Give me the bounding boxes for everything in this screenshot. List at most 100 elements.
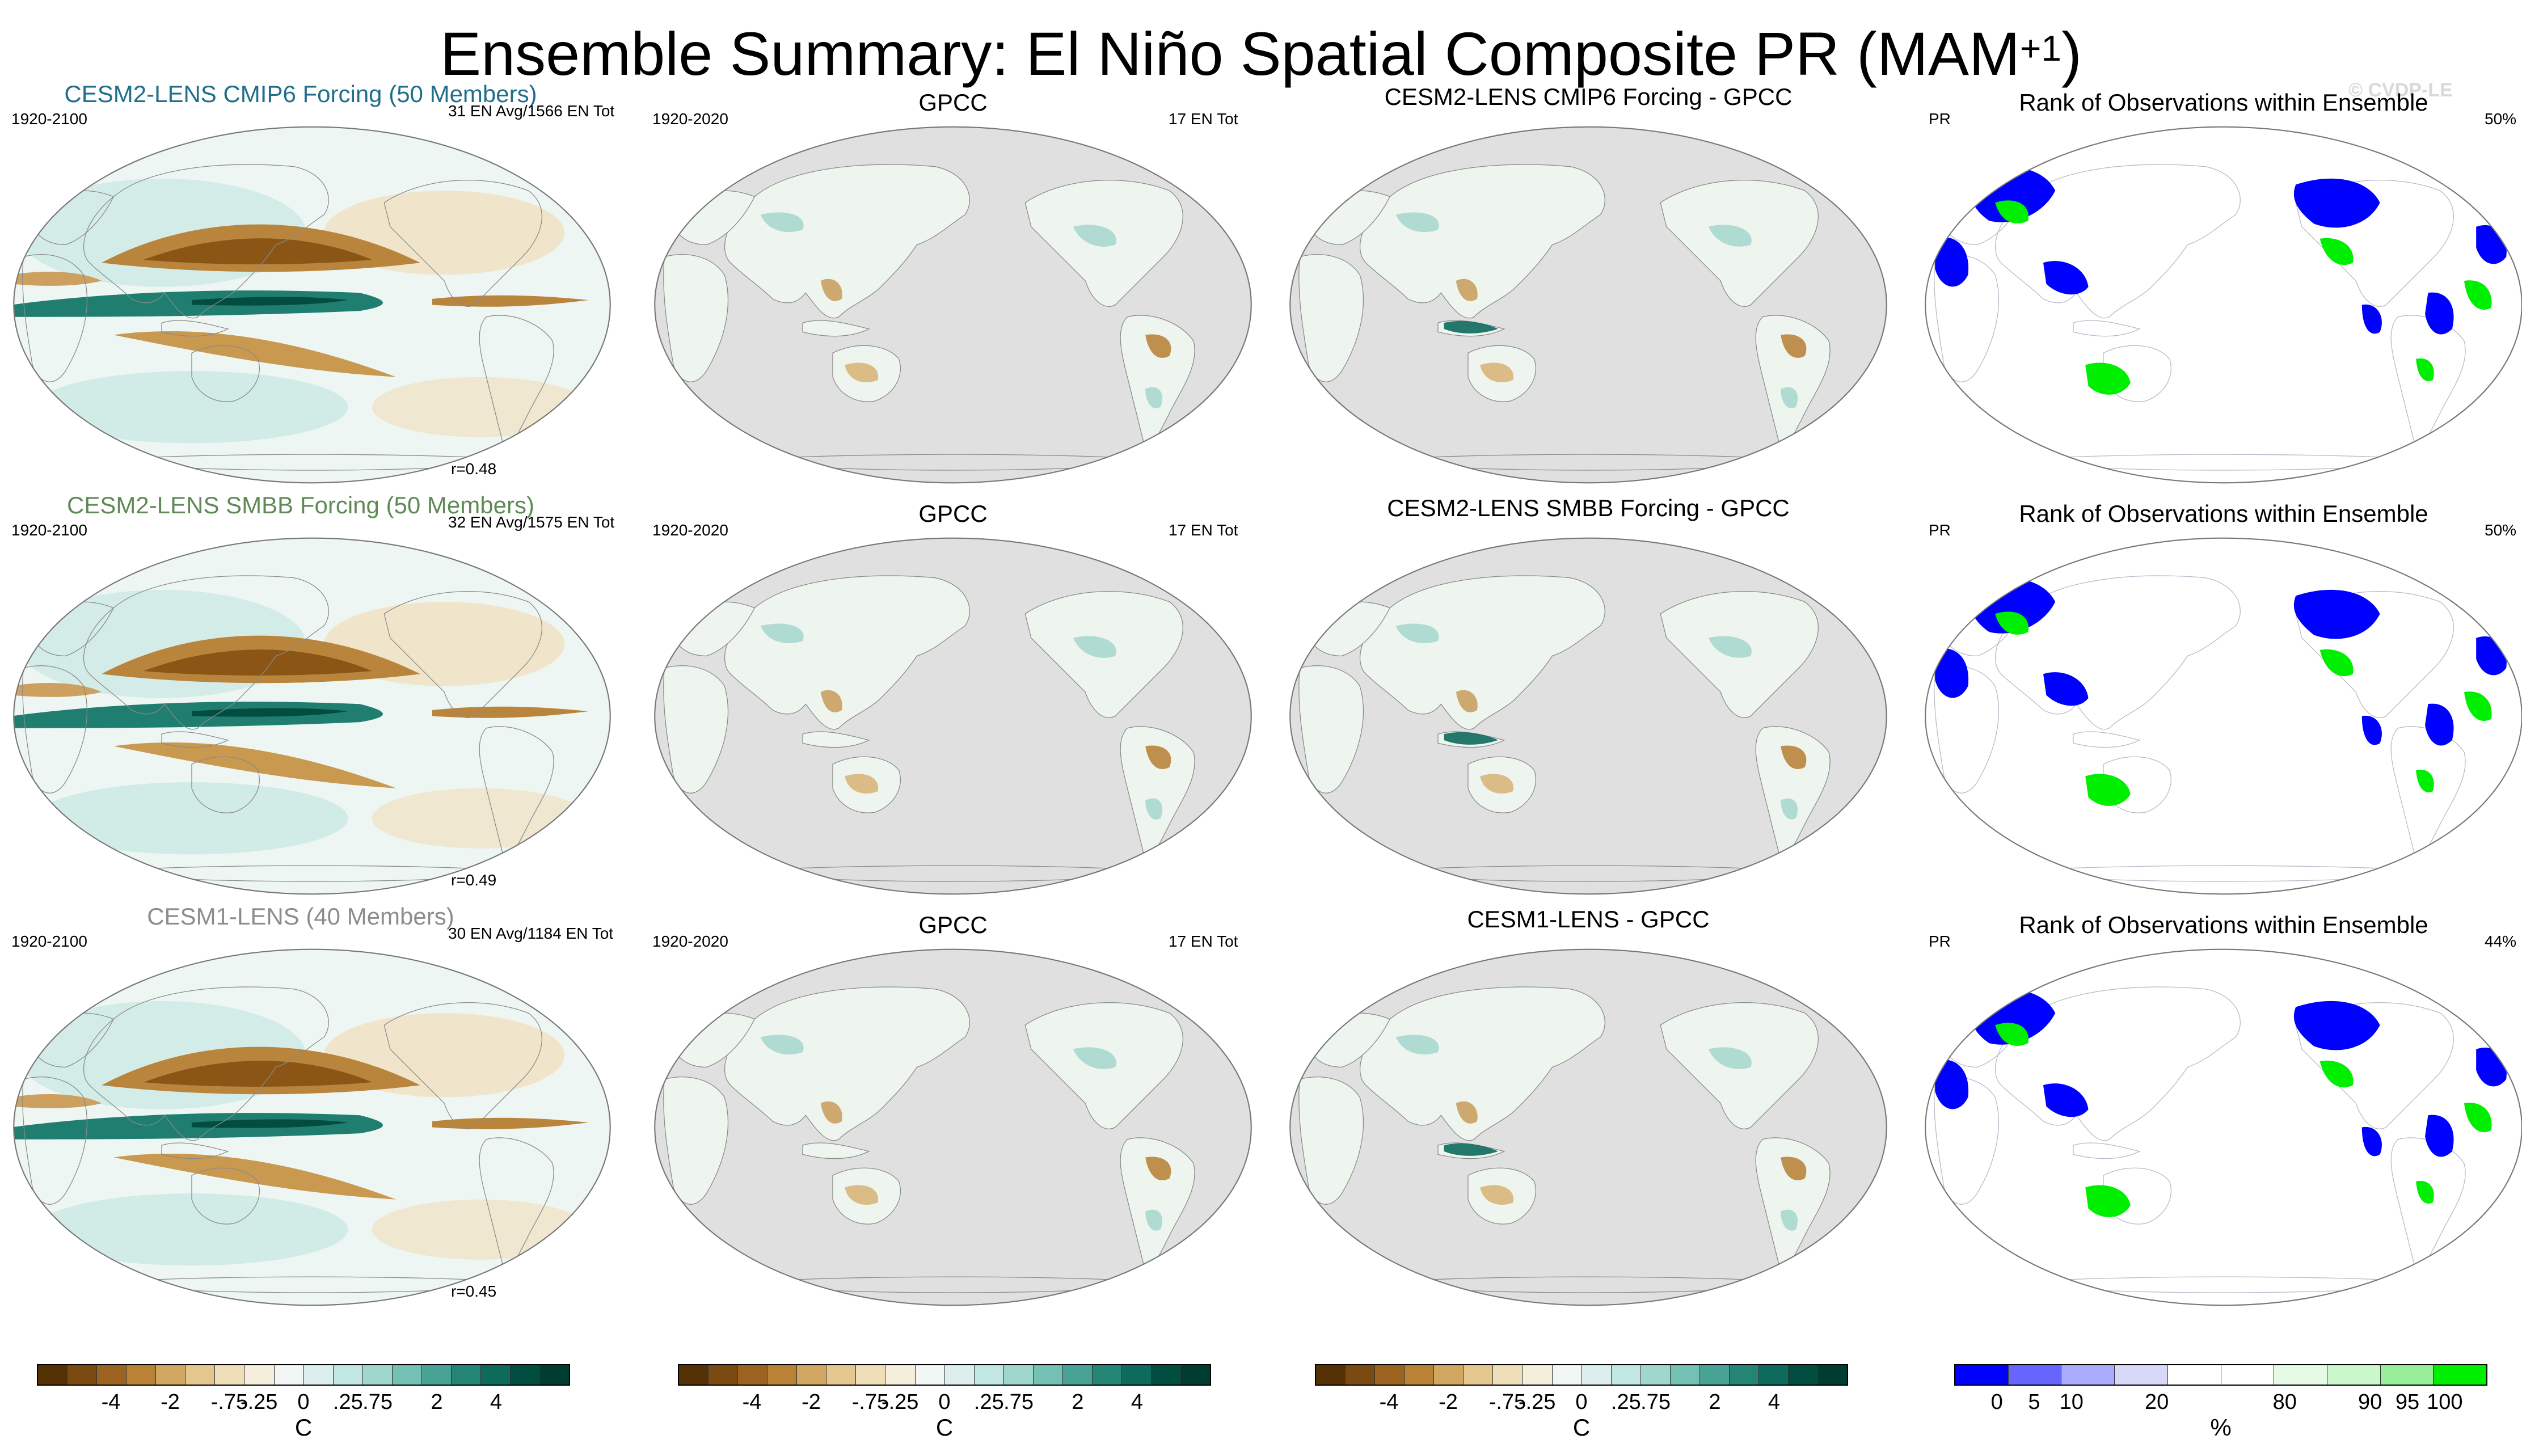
colorbar-swatch xyxy=(2327,1365,2381,1385)
obs-panel-title: GPCC xyxy=(918,911,988,938)
colorbar-swatch xyxy=(333,1365,363,1385)
colorbar-tick-label: .25 xyxy=(332,1390,363,1414)
figure-title-text: Ensemble Summary: El Niño Spatial Compos… xyxy=(440,19,2020,88)
ensemble-panel-title: CESM1-LENS (40 Members) xyxy=(147,903,454,930)
ensemble-period-label: 1920-2100 xyxy=(11,932,87,950)
colorbar-swatch xyxy=(767,1365,798,1385)
rank-variable-label: PR xyxy=(1929,521,1951,539)
colorbar-rank xyxy=(1954,1364,2487,1386)
colorbar-swatch xyxy=(1062,1365,1093,1385)
colorbar-swatch xyxy=(1729,1365,1759,1385)
colorbar-swatch xyxy=(1640,1365,1671,1385)
colorbar-swatch xyxy=(1181,1365,1211,1385)
rank-percent-label: 50% xyxy=(2485,110,2517,128)
colorbar-rank-unit: % xyxy=(2210,1414,2232,1441)
colorbar-swatch xyxy=(1699,1365,1730,1385)
colorbar-swatch xyxy=(885,1365,916,1385)
colorbar-swatch xyxy=(392,1365,422,1385)
colorbar-swatch xyxy=(156,1365,186,1385)
colorbar-swatch xyxy=(2167,1365,2221,1385)
colorbar-swatch xyxy=(708,1365,739,1385)
ensemble-period-label: 1920-2100 xyxy=(11,110,87,128)
colorbar-tick-label: 10 xyxy=(2059,1390,2084,1414)
colorbar-swatch xyxy=(97,1365,127,1385)
colorbar-swatch xyxy=(1955,1365,2009,1385)
colorbar-tick-label: -4 xyxy=(101,1390,121,1414)
ensemble-period-label: 1920-2100 xyxy=(11,521,87,539)
colorbar-swatch xyxy=(1611,1365,1641,1385)
diff-map-row1 xyxy=(1288,122,1889,488)
rank-map-row1 xyxy=(1923,122,2522,488)
colorbar-swatch xyxy=(944,1365,975,1385)
colorbar-tick-label: 95 xyxy=(2395,1390,2420,1414)
obs-event-count: 17 EN Tot xyxy=(1169,110,1238,128)
obs-event-count: 17 EN Tot xyxy=(1169,932,1238,950)
colorbar-swatch xyxy=(362,1365,393,1385)
colorbar-swatch xyxy=(2061,1365,2115,1385)
obs-map-row1 xyxy=(652,122,1254,488)
rank-percent-label: 50% xyxy=(2485,521,2517,539)
ensemble-event-count: 31 EN Avg/1566 EN Tot xyxy=(448,102,615,120)
diff-panel-title: CESM2-LENS SMBB Forcing - GPCC xyxy=(1387,495,1790,521)
colorbar-swatch xyxy=(1523,1365,1553,1385)
colorbar-swatch xyxy=(274,1365,304,1385)
colorbar-tick-label: 2 xyxy=(1072,1390,1084,1414)
colorbar-swatch xyxy=(974,1365,1004,1385)
colorbar-tick-label: -.75 xyxy=(210,1390,248,1414)
figure-title: Ensemble Summary: El Niño Spatial Compos… xyxy=(0,17,2522,91)
colorbar-swatch xyxy=(303,1365,334,1385)
obs-map-row3 xyxy=(652,944,1254,1310)
rank-map-row2 xyxy=(1923,533,2522,899)
colorbar-tick-label: .75 xyxy=(1003,1390,1034,1414)
ensemble-event-count: 30 EN Avg/1184 EN Tot xyxy=(448,925,614,942)
colorbar-swatch xyxy=(451,1365,481,1385)
diff-panel-title: CESM1-LENS - GPCC xyxy=(1467,906,1710,932)
colorbar-tick-label: -2 xyxy=(161,1390,180,1414)
colorbar-swatch xyxy=(1818,1365,1848,1385)
colorbar-swatch xyxy=(1121,1365,1152,1385)
colorbar-tick-label: -.25 xyxy=(240,1390,278,1414)
colorbar-swatch xyxy=(1092,1365,1122,1385)
colorbar-swatch xyxy=(738,1365,768,1385)
colorbar-tick-label: -.25 xyxy=(1518,1390,1556,1414)
obs-panel-title: GPCC xyxy=(918,500,988,527)
colorbar-swatch xyxy=(540,1365,570,1385)
pattern-correlation-label: r=0.49 xyxy=(451,871,497,889)
colorbar-swatch xyxy=(421,1365,452,1385)
diff-map-row3 xyxy=(1288,944,1889,1310)
figure-title-close: ) xyxy=(2061,19,2082,88)
ensemble-panel-title: CESM2-LENS SMBB Forcing (50 Members) xyxy=(67,492,534,518)
colorbar-tick-label: 4 xyxy=(1768,1390,1781,1414)
rank-map-row3 xyxy=(1923,944,2522,1310)
colorbar-tick-label: 2 xyxy=(1709,1390,1721,1414)
colorbar-tick-label: .75 xyxy=(1640,1390,1671,1414)
colorbar-swatch xyxy=(856,1365,886,1385)
colorbar-swatch xyxy=(1003,1365,1034,1385)
colorbar-swatch xyxy=(1758,1365,1789,1385)
colorbar-swatch xyxy=(244,1365,275,1385)
colorbar-swatch xyxy=(1033,1365,1063,1385)
colorbar-swatch xyxy=(1670,1365,1700,1385)
obs-map-row2 xyxy=(652,533,1254,899)
diff-panel-title: CESM2-LENS CMIP6 Forcing - GPCC xyxy=(1384,83,1793,110)
colorbar-tick-label: -.75 xyxy=(851,1390,889,1414)
colorbar-tick-label: .25 xyxy=(1610,1390,1641,1414)
colorbar-swatch xyxy=(480,1365,511,1385)
colorbar-tick-label: 100 xyxy=(2427,1390,2463,1414)
rank-percent-label: 44% xyxy=(2485,932,2517,950)
ensemble-map-row1 xyxy=(11,122,613,488)
obs-period-label: 1920-2020 xyxy=(652,521,728,539)
colorbar-swatch xyxy=(1552,1365,1582,1385)
colorbar-tick-label: 80 xyxy=(2272,1390,2297,1414)
ensemble-panel-title: CESM2-LENS CMIP6 Forcing (50 Members) xyxy=(64,81,537,107)
colorbar-tick-label: 0 xyxy=(1990,1390,2003,1414)
rank-variable-label: PR xyxy=(1929,932,1951,950)
colorbar-swatch xyxy=(2380,1365,2434,1385)
colorbar-swatch xyxy=(1375,1365,1405,1385)
colorbar-swatch xyxy=(2221,1365,2275,1385)
colorbar-swatch xyxy=(1152,1365,1182,1385)
rank-panel-title: Rank of Observations within Ensemble xyxy=(2019,911,2428,938)
colorbar-swatch xyxy=(215,1365,245,1385)
watermark: © CVDP-LE xyxy=(2348,79,2453,101)
colorbar-row-col3 xyxy=(1315,1364,1848,1386)
